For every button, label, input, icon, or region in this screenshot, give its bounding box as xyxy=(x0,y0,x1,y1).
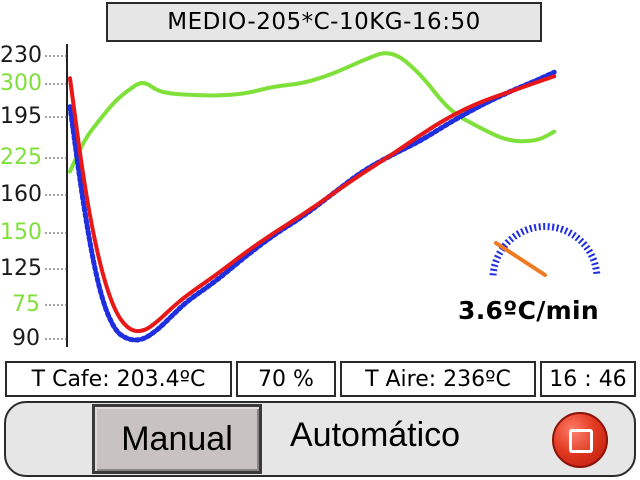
temp-tick-90: 90 xyxy=(12,326,40,351)
gauge-needle xyxy=(494,241,547,277)
air-tick-225: 225 xyxy=(0,145,42,170)
power-box: 70 % xyxy=(236,361,336,397)
temp-tick-195: 195 xyxy=(0,104,42,129)
automatic-mode-label[interactable]: Automático xyxy=(290,416,461,454)
rate-gauge xyxy=(489,223,601,277)
rate-of-rise-readout: 3.6ºC/min xyxy=(458,296,599,325)
series-line-2 xyxy=(68,51,557,174)
chart-axes xyxy=(45,44,68,347)
chart-series xyxy=(67,49,557,343)
temp-tick-160: 160 xyxy=(0,182,42,207)
air-tick-300: 300 xyxy=(0,71,42,96)
air-tick-150: 150 xyxy=(0,220,42,245)
air-tick-75: 75 xyxy=(12,292,40,317)
stop-icon xyxy=(569,429,593,453)
temp-tick-230: 230 xyxy=(0,43,42,68)
gauge-arc xyxy=(489,223,601,276)
roast-time-box: 16 : 46 xyxy=(540,361,636,397)
coffee-temp-box: T Cafe: 203.4ºC xyxy=(5,361,232,397)
series-line-1 xyxy=(67,69,557,343)
temp-tick-125: 125 xyxy=(0,256,42,281)
stop-button[interactable] xyxy=(552,412,608,468)
profile-title: MEDIO-205*C-10KG-16:50 xyxy=(106,2,542,42)
manual-button[interactable]: Manual xyxy=(92,404,262,474)
roast-chart xyxy=(45,44,601,347)
air-temp-box: T Aire: 236ºC xyxy=(340,361,536,397)
series-line-0 xyxy=(68,74,557,334)
